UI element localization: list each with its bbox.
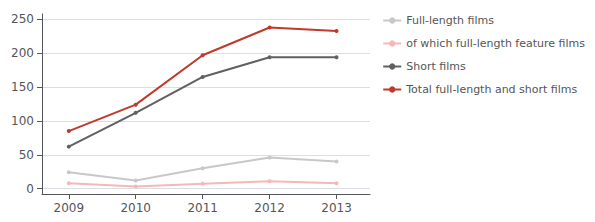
svg-text:100: 100 xyxy=(11,114,34,128)
svg-text:of which full-length feature f: of which full-length feature films xyxy=(406,37,585,50)
svg-text:0: 0 xyxy=(26,182,34,196)
svg-text:200: 200 xyxy=(11,46,34,60)
svg-text:150: 150 xyxy=(11,80,34,94)
svg-text:2010: 2010 xyxy=(120,201,151,215)
svg-text:2013: 2013 xyxy=(321,201,352,215)
svg-text:50: 50 xyxy=(19,148,34,162)
svg-text:2011: 2011 xyxy=(187,201,218,215)
svg-text:Total full-length and short fi: Total full-length and short films xyxy=(405,83,577,96)
svg-text:Full-length films: Full-length films xyxy=(406,14,494,27)
svg-text:2009: 2009 xyxy=(54,201,85,215)
svg-text:Short films: Short films xyxy=(406,60,466,73)
svg-text:250: 250 xyxy=(11,12,34,26)
svg-text:2012: 2012 xyxy=(254,201,285,215)
